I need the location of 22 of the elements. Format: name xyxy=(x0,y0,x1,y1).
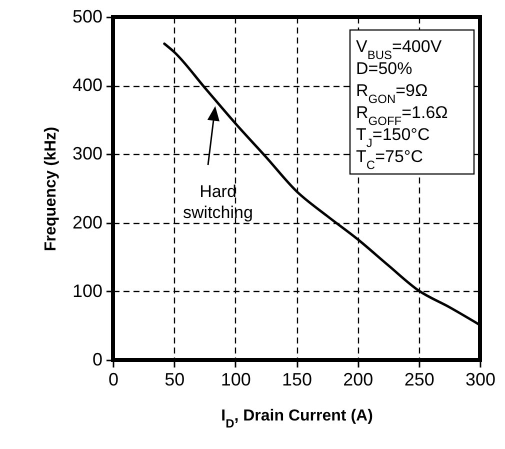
y-tick-label: 400 xyxy=(72,75,102,96)
y-tick-label: 300 xyxy=(72,144,102,164)
annotation: V$_{BUS}$=400V xyxy=(356,37,442,62)
x-tick-label: 200 xyxy=(343,370,374,390)
annotation: T$_{C}$=75°C xyxy=(356,147,423,172)
x-tick-label: 50 xyxy=(164,370,185,390)
x-tick-label: 100 xyxy=(220,370,251,390)
y-axis-title: Frequency (kHz) xyxy=(42,126,60,252)
x-tick-label: 150 xyxy=(282,370,312,390)
annotation: D=50% xyxy=(356,59,412,78)
y-tick-label: 0 xyxy=(92,350,102,370)
annotation: Hard switching xyxy=(183,182,253,222)
annotation: T$_{J}$=150°C xyxy=(356,125,430,150)
x-tick-label: 300 xyxy=(465,370,496,390)
y-tick-label: 100 xyxy=(72,280,102,301)
x-tick-label: 250 xyxy=(404,370,434,390)
y-tick-label: 500 xyxy=(72,6,102,26)
annotation: R$_{GOFF}$=1.6Ω xyxy=(356,103,448,128)
x-axis-title: I$_{D}$, Drain Current (A) xyxy=(221,408,373,430)
x-tick-label: 0 xyxy=(108,370,119,390)
y-tick-label: 200 xyxy=(72,212,102,232)
annotation: R$_{GON}$=9Ω xyxy=(356,81,428,106)
